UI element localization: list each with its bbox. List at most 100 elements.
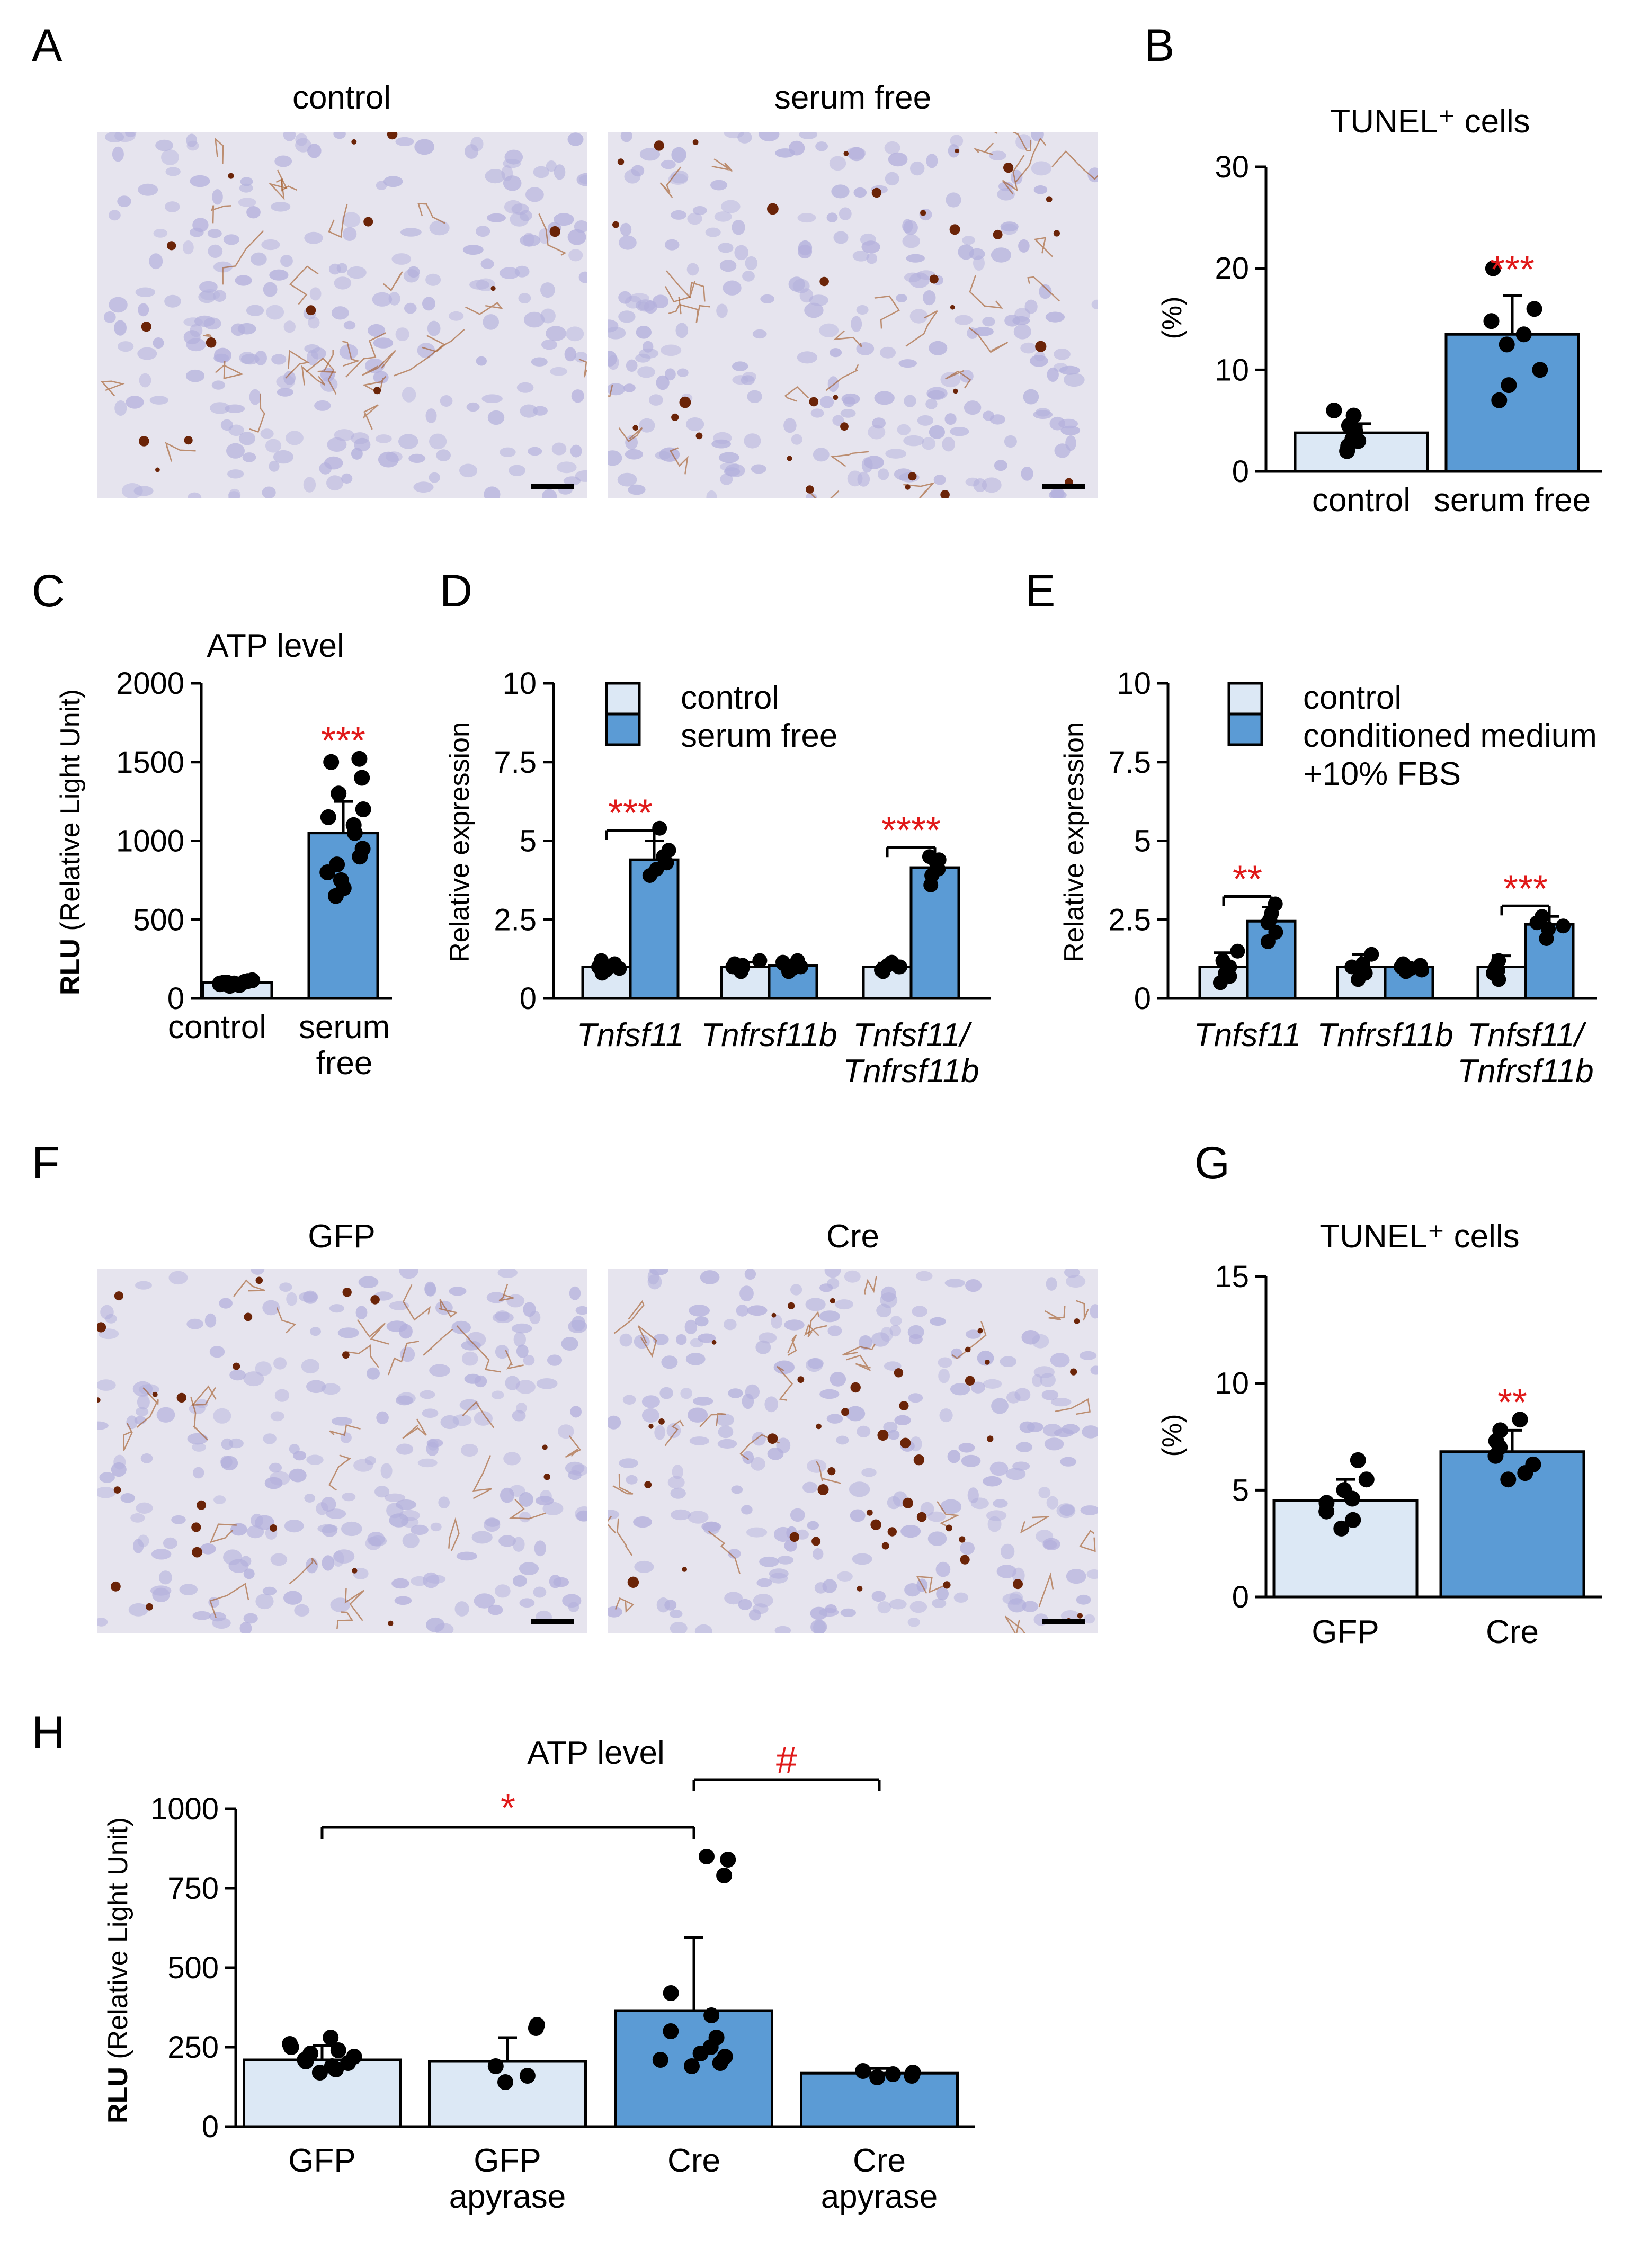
cell-nucleus [953,1592,968,1603]
cell-nucleus [661,1355,678,1369]
cell-nucleus [242,452,256,462]
legend-swatch-control-D [605,682,641,716]
cell-nucleus [243,1568,255,1579]
image-label-serum-free: serum free [774,79,931,116]
y-tick-label-D: 5 [520,824,537,859]
cell-nucleus [274,155,292,167]
cell-nucleus [269,460,280,472]
tunel-positive-nucleus [977,1328,983,1334]
tunel-positive-nucleus [167,241,176,251]
stained-process [1051,150,1098,180]
cell-nucleus [1053,363,1068,372]
data-point-C [331,785,347,802]
cell-nucleus [402,1533,420,1548]
cell-nucleus [710,180,728,191]
data-point-B [1491,392,1508,408]
data-point-B [1483,313,1500,329]
cell-nucleus [721,200,741,213]
cell-nucleus [756,1578,772,1587]
cell-nucleus [833,231,849,244]
cell-nucleus [126,396,144,409]
cell-nucleus [819,323,839,337]
stained-process [863,1275,877,1295]
cell-nucleus [317,1524,338,1533]
cell-nucleus [422,1408,439,1418]
cell-nucleus [404,302,417,314]
cell-nucleus [954,315,973,325]
cell-nucleus [1043,1540,1057,1549]
cell-nucleus [689,1436,710,1445]
tunel-positive-nucleus [692,139,699,145]
stained-process [347,1344,379,1368]
significance-H: # [776,1739,797,1782]
cell-nucleus [915,1271,933,1281]
tunel-positive-nucleus [176,1392,186,1403]
cell-nucleus [436,449,451,461]
cell-nucleus [693,1397,713,1406]
stained-process [833,330,862,347]
cell-nucleus [105,132,124,142]
cell-nucleus [1041,1390,1059,1400]
image-label-control: control [292,79,391,116]
stained-process [249,393,265,433]
stained-process [807,1310,819,1337]
cell-nucleus [373,371,389,384]
chart-title-G: TUNEL⁺ cells [1319,1218,1519,1255]
cell-nucleus [207,229,222,238]
cell-nucleus [474,1593,495,1609]
cell-nucleus [474,1375,487,1388]
cell-nucleus [246,1525,264,1539]
cell-nucleus [341,473,353,484]
stained-process [336,1611,353,1629]
cell-nucleus [332,1551,344,1567]
cell-nucleus [249,389,261,405]
cell-nucleus [641,1408,659,1423]
cell-nucleus [179,1584,198,1595]
bar-G-GFP [1272,1499,1419,1599]
cell-nucleus [554,213,574,226]
stained-process [1079,1530,1096,1552]
cell-nucleus [400,1346,415,1362]
cell-nucleus [284,1520,304,1533]
cell-nucleus [759,132,780,142]
cell-nucleus [168,1271,188,1285]
cell-nucleus [430,1522,442,1532]
cell-nucleus [983,410,994,421]
tunel-positive-nucleus [817,1484,829,1495]
cell-nucleus [155,139,173,151]
cell-nucleus [546,326,567,341]
cell-nucleus [896,294,907,302]
cell-nucleus [909,1601,927,1613]
data-point-G [1336,1482,1352,1498]
stained-process [100,380,125,397]
cell-nucleus [753,1594,773,1608]
cell-nucleus [192,218,209,233]
y-tick-label-B: 0 [1232,454,1249,489]
cell-nucleus [1035,408,1050,417]
cell-nucleus [907,1618,920,1627]
data-point-G [1500,1471,1517,1488]
cell-nucleus [982,477,1002,493]
cell-nucleus [570,444,582,458]
cell-nucleus [547,1354,563,1366]
cell-nucleus [716,1414,734,1426]
cell-nucleus [331,1417,353,1426]
cell-nucleus [266,305,284,320]
tunel-positive-nucleus [373,387,381,395]
significance-E: *** [1503,868,1548,910]
cell-nucleus [960,1541,975,1555]
cell-nucleus [625,435,638,450]
cell-nucleus [396,1443,414,1455]
cell-nucleus [109,210,121,221]
cell-nucleus [1039,284,1052,299]
cell-nucleus [565,1461,585,1475]
cell-nucleus [504,149,523,165]
cell-nucleus [644,300,657,314]
tunel-positive-nucleus [682,1567,687,1572]
data-point-H [699,1849,715,1864]
cell-nucleus [199,281,218,293]
cell-nucleus [889,1599,907,1610]
cell-nucleus [670,1622,688,1633]
data-point-D [652,820,667,836]
